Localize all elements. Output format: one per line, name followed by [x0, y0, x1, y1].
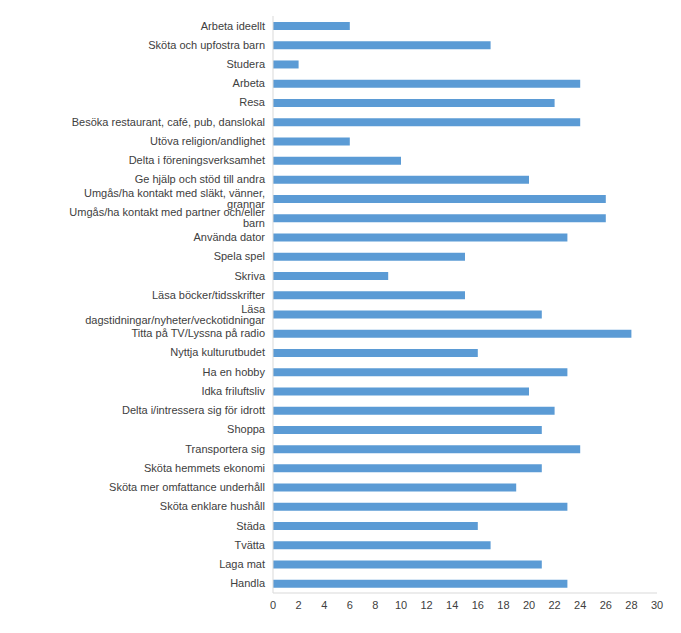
svg-text:Tvätta: Tvätta	[234, 539, 265, 551]
svg-text:Resa: Resa	[239, 96, 266, 108]
svg-text:8: 8	[372, 599, 378, 611]
svg-text:Delta i föreningsverksamhet: Delta i föreningsverksamhet	[129, 154, 265, 166]
svg-text:24: 24	[574, 599, 586, 611]
svg-text:Studera: Studera	[226, 58, 265, 70]
svg-text:Shoppa: Shoppa	[227, 423, 266, 435]
svg-text:Läsadagstidningar/nyheter/veck: Läsadagstidningar/nyheter/veckotidningar	[85, 303, 266, 326]
svg-text:20: 20	[523, 599, 535, 611]
svg-text:Idka friluftsliv: Idka friluftsliv	[201, 385, 265, 397]
svg-text:Utöva religion/andlighet: Utöva religion/andlighet	[150, 135, 265, 147]
svg-text:Transportera sig: Transportera sig	[185, 443, 265, 455]
svg-text:Ha en hobby: Ha en hobby	[203, 366, 266, 378]
svg-text:Läsa böcker/tidsskrifter: Läsa böcker/tidsskrifter	[152, 289, 265, 301]
svg-text:28: 28	[625, 599, 637, 611]
svg-text:Använda dator: Använda dator	[193, 231, 265, 243]
svg-text:Delta i/intressera sig för idr: Delta i/intressera sig för idrott	[122, 404, 265, 416]
svg-text:14: 14	[446, 599, 458, 611]
svg-text:Arbeta: Arbeta	[233, 77, 266, 89]
svg-text:26: 26	[600, 599, 612, 611]
svg-text:Besöka restaurant, café, pub,: Besöka restaurant, café, pub, danslokal	[72, 116, 265, 128]
svg-text:10: 10	[395, 599, 407, 611]
svg-text:Spela spel: Spela spel	[214, 250, 265, 262]
svg-text:4: 4	[321, 599, 327, 611]
svg-text:Sköta och upfostra barn: Sköta och upfostra barn	[148, 39, 265, 51]
svg-text:Titta på TV/Lyssna på radio: Titta på TV/Lyssna på radio	[132, 327, 266, 339]
svg-text:Sköta enklare hushåll: Sköta enklare hushåll	[160, 500, 265, 512]
svg-text:12: 12	[420, 599, 432, 611]
svg-text:Städa: Städa	[236, 520, 266, 532]
svg-text:22: 22	[548, 599, 560, 611]
svg-text:Ge hjälp och stöd till andra: Ge hjälp och stöd till andra	[135, 173, 266, 185]
svg-text:Arbeta ideellt: Arbeta ideellt	[201, 20, 265, 32]
svg-text:0: 0	[270, 599, 276, 611]
svg-text:2: 2	[296, 599, 302, 611]
svg-text:Sköta mer omfattance underhåll: Sköta mer omfattance underhåll	[109, 481, 265, 493]
svg-text:6: 6	[347, 599, 353, 611]
svg-text:Nyttja kulturutbudet: Nyttja kulturutbudet	[170, 346, 265, 358]
svg-text:18: 18	[497, 599, 509, 611]
svg-text:Sköta hemmets ekonomi: Sköta hemmets ekonomi	[144, 462, 265, 474]
svg-text:Handla: Handla	[230, 577, 266, 589]
svg-text:Laga mat: Laga mat	[219, 558, 265, 570]
svg-text:Skriva: Skriva	[234, 270, 265, 282]
svg-text:Umgås/ha kontakt med partner o: Umgås/ha kontakt med partner och/ellerba…	[69, 206, 265, 229]
svg-text:16: 16	[472, 599, 484, 611]
svg-text:30: 30	[651, 599, 663, 611]
